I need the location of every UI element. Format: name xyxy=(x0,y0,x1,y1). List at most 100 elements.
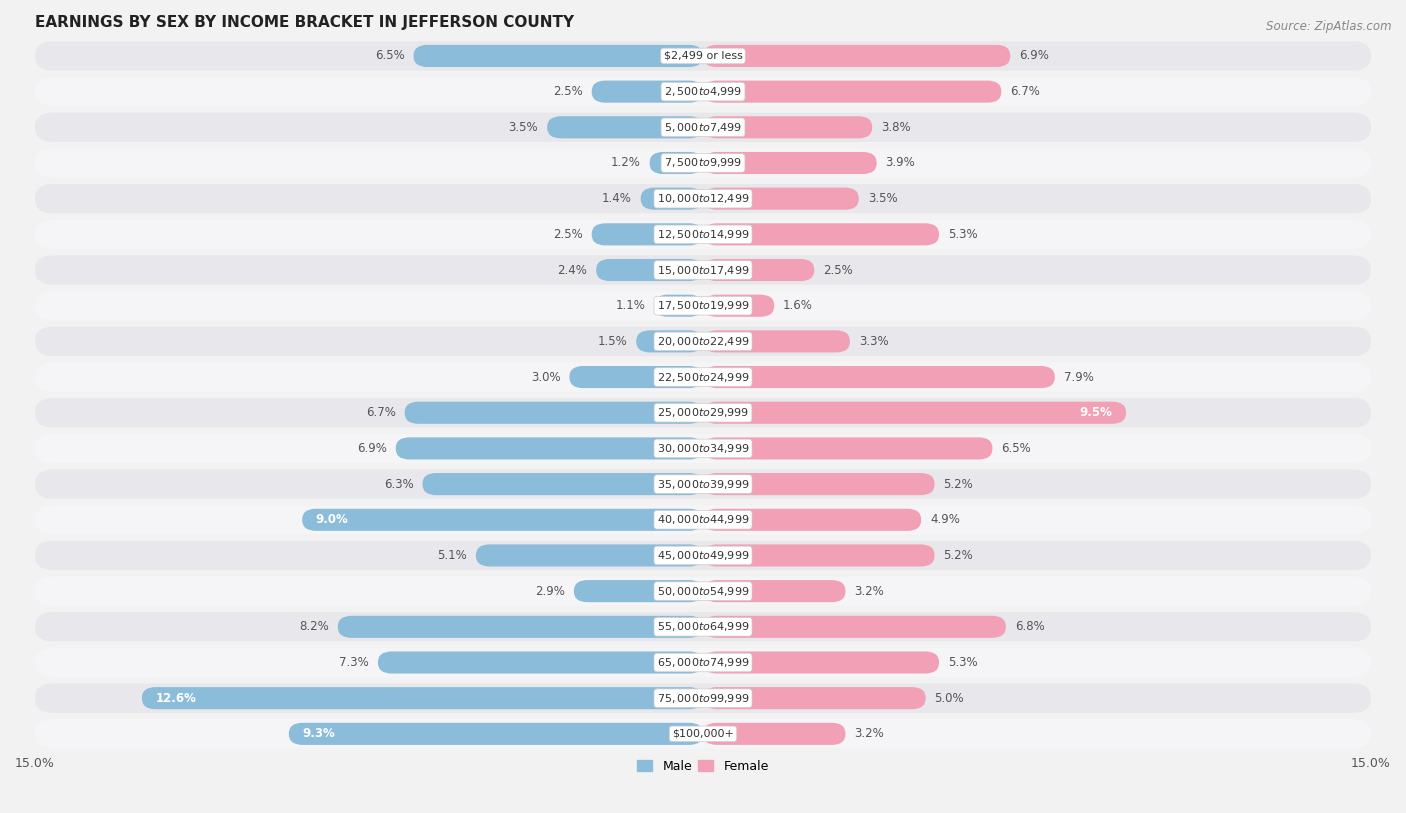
FancyBboxPatch shape xyxy=(592,80,703,102)
FancyBboxPatch shape xyxy=(35,363,1371,392)
Legend: Male, Female: Male, Female xyxy=(633,754,773,777)
Text: 1.6%: 1.6% xyxy=(783,299,813,312)
FancyBboxPatch shape xyxy=(35,720,1371,749)
FancyBboxPatch shape xyxy=(703,651,939,673)
Text: 1.5%: 1.5% xyxy=(598,335,627,348)
FancyBboxPatch shape xyxy=(703,687,925,709)
FancyBboxPatch shape xyxy=(35,184,1371,213)
FancyBboxPatch shape xyxy=(302,509,703,531)
Text: $5,000 to $7,499: $5,000 to $7,499 xyxy=(664,121,742,134)
FancyBboxPatch shape xyxy=(703,116,872,138)
FancyBboxPatch shape xyxy=(35,612,1371,641)
Text: $10,000 to $12,499: $10,000 to $12,499 xyxy=(657,192,749,205)
FancyBboxPatch shape xyxy=(703,473,935,495)
Text: $55,000 to $64,999: $55,000 to $64,999 xyxy=(657,620,749,633)
Text: 3.5%: 3.5% xyxy=(868,192,897,205)
FancyBboxPatch shape xyxy=(703,545,935,567)
FancyBboxPatch shape xyxy=(395,437,703,459)
FancyBboxPatch shape xyxy=(592,224,703,246)
FancyBboxPatch shape xyxy=(703,366,1054,388)
Text: 6.8%: 6.8% xyxy=(1015,620,1045,633)
FancyBboxPatch shape xyxy=(35,77,1371,107)
Text: 2.5%: 2.5% xyxy=(553,228,582,241)
Text: 1.4%: 1.4% xyxy=(602,192,631,205)
FancyBboxPatch shape xyxy=(654,294,703,317)
Text: $2,500 to $4,999: $2,500 to $4,999 xyxy=(664,85,742,98)
Text: $17,500 to $19,999: $17,500 to $19,999 xyxy=(657,299,749,312)
FancyBboxPatch shape xyxy=(35,505,1371,534)
FancyBboxPatch shape xyxy=(35,41,1371,71)
FancyBboxPatch shape xyxy=(35,291,1371,320)
Text: 3.3%: 3.3% xyxy=(859,335,889,348)
Text: $65,000 to $74,999: $65,000 to $74,999 xyxy=(657,656,749,669)
Text: $40,000 to $44,999: $40,000 to $44,999 xyxy=(657,513,749,526)
FancyBboxPatch shape xyxy=(378,651,703,673)
FancyBboxPatch shape xyxy=(35,148,1371,177)
FancyBboxPatch shape xyxy=(703,437,993,459)
FancyBboxPatch shape xyxy=(703,294,775,317)
FancyBboxPatch shape xyxy=(35,327,1371,356)
Text: 5.2%: 5.2% xyxy=(943,477,973,490)
Text: 9.5%: 9.5% xyxy=(1080,406,1112,420)
Text: 3.0%: 3.0% xyxy=(531,371,561,384)
Text: 9.0%: 9.0% xyxy=(315,513,349,526)
Text: Source: ZipAtlas.com: Source: ZipAtlas.com xyxy=(1267,20,1392,33)
Text: EARNINGS BY SEX BY INCOME BRACKET IN JEFFERSON COUNTY: EARNINGS BY SEX BY INCOME BRACKET IN JEF… xyxy=(35,15,574,30)
FancyBboxPatch shape xyxy=(574,580,703,602)
Text: $45,000 to $49,999: $45,000 to $49,999 xyxy=(657,549,749,562)
FancyBboxPatch shape xyxy=(703,152,877,174)
FancyBboxPatch shape xyxy=(703,45,1011,67)
FancyBboxPatch shape xyxy=(703,509,921,531)
Text: $35,000 to $39,999: $35,000 to $39,999 xyxy=(657,477,749,490)
Text: 6.5%: 6.5% xyxy=(1001,442,1031,455)
Text: $15,000 to $17,499: $15,000 to $17,499 xyxy=(657,263,749,276)
Text: $7,500 to $9,999: $7,500 to $9,999 xyxy=(664,156,742,169)
FancyBboxPatch shape xyxy=(35,255,1371,285)
Text: 12.6%: 12.6% xyxy=(155,692,195,705)
Text: $25,000 to $29,999: $25,000 to $29,999 xyxy=(657,406,749,420)
Text: 7.3%: 7.3% xyxy=(339,656,368,669)
FancyBboxPatch shape xyxy=(405,402,703,424)
FancyBboxPatch shape xyxy=(35,434,1371,463)
Text: $50,000 to $54,999: $50,000 to $54,999 xyxy=(657,585,749,598)
Text: 6.7%: 6.7% xyxy=(1011,85,1040,98)
FancyBboxPatch shape xyxy=(35,469,1371,498)
Text: 4.9%: 4.9% xyxy=(931,513,960,526)
FancyBboxPatch shape xyxy=(142,687,703,709)
FancyBboxPatch shape xyxy=(596,259,703,281)
Text: 5.0%: 5.0% xyxy=(935,692,965,705)
FancyBboxPatch shape xyxy=(475,545,703,567)
Text: 1.1%: 1.1% xyxy=(616,299,645,312)
Text: $30,000 to $34,999: $30,000 to $34,999 xyxy=(657,442,749,455)
FancyBboxPatch shape xyxy=(337,615,703,638)
Text: 5.1%: 5.1% xyxy=(437,549,467,562)
Text: 9.3%: 9.3% xyxy=(302,728,335,741)
Text: 3.8%: 3.8% xyxy=(882,121,911,134)
FancyBboxPatch shape xyxy=(35,220,1371,249)
FancyBboxPatch shape xyxy=(35,576,1371,606)
Text: 6.7%: 6.7% xyxy=(366,406,395,420)
Text: 1.2%: 1.2% xyxy=(610,156,641,169)
FancyBboxPatch shape xyxy=(641,188,703,210)
Text: 6.5%: 6.5% xyxy=(375,50,405,63)
FancyBboxPatch shape xyxy=(35,113,1371,142)
FancyBboxPatch shape xyxy=(703,188,859,210)
FancyBboxPatch shape xyxy=(650,152,703,174)
Text: $22,500 to $24,999: $22,500 to $24,999 xyxy=(657,371,749,384)
FancyBboxPatch shape xyxy=(35,541,1371,570)
Text: 3.2%: 3.2% xyxy=(855,728,884,741)
Text: 3.5%: 3.5% xyxy=(509,121,538,134)
Text: $75,000 to $99,999: $75,000 to $99,999 xyxy=(657,692,749,705)
Text: 6.3%: 6.3% xyxy=(384,477,413,490)
FancyBboxPatch shape xyxy=(703,402,1126,424)
Text: 8.2%: 8.2% xyxy=(299,620,329,633)
FancyBboxPatch shape xyxy=(703,580,845,602)
Text: 2.9%: 2.9% xyxy=(536,585,565,598)
Text: 6.9%: 6.9% xyxy=(1019,50,1049,63)
FancyBboxPatch shape xyxy=(569,366,703,388)
FancyBboxPatch shape xyxy=(703,330,851,353)
FancyBboxPatch shape xyxy=(35,648,1371,677)
Text: 2.5%: 2.5% xyxy=(553,85,582,98)
FancyBboxPatch shape xyxy=(703,723,845,745)
FancyBboxPatch shape xyxy=(703,80,1001,102)
